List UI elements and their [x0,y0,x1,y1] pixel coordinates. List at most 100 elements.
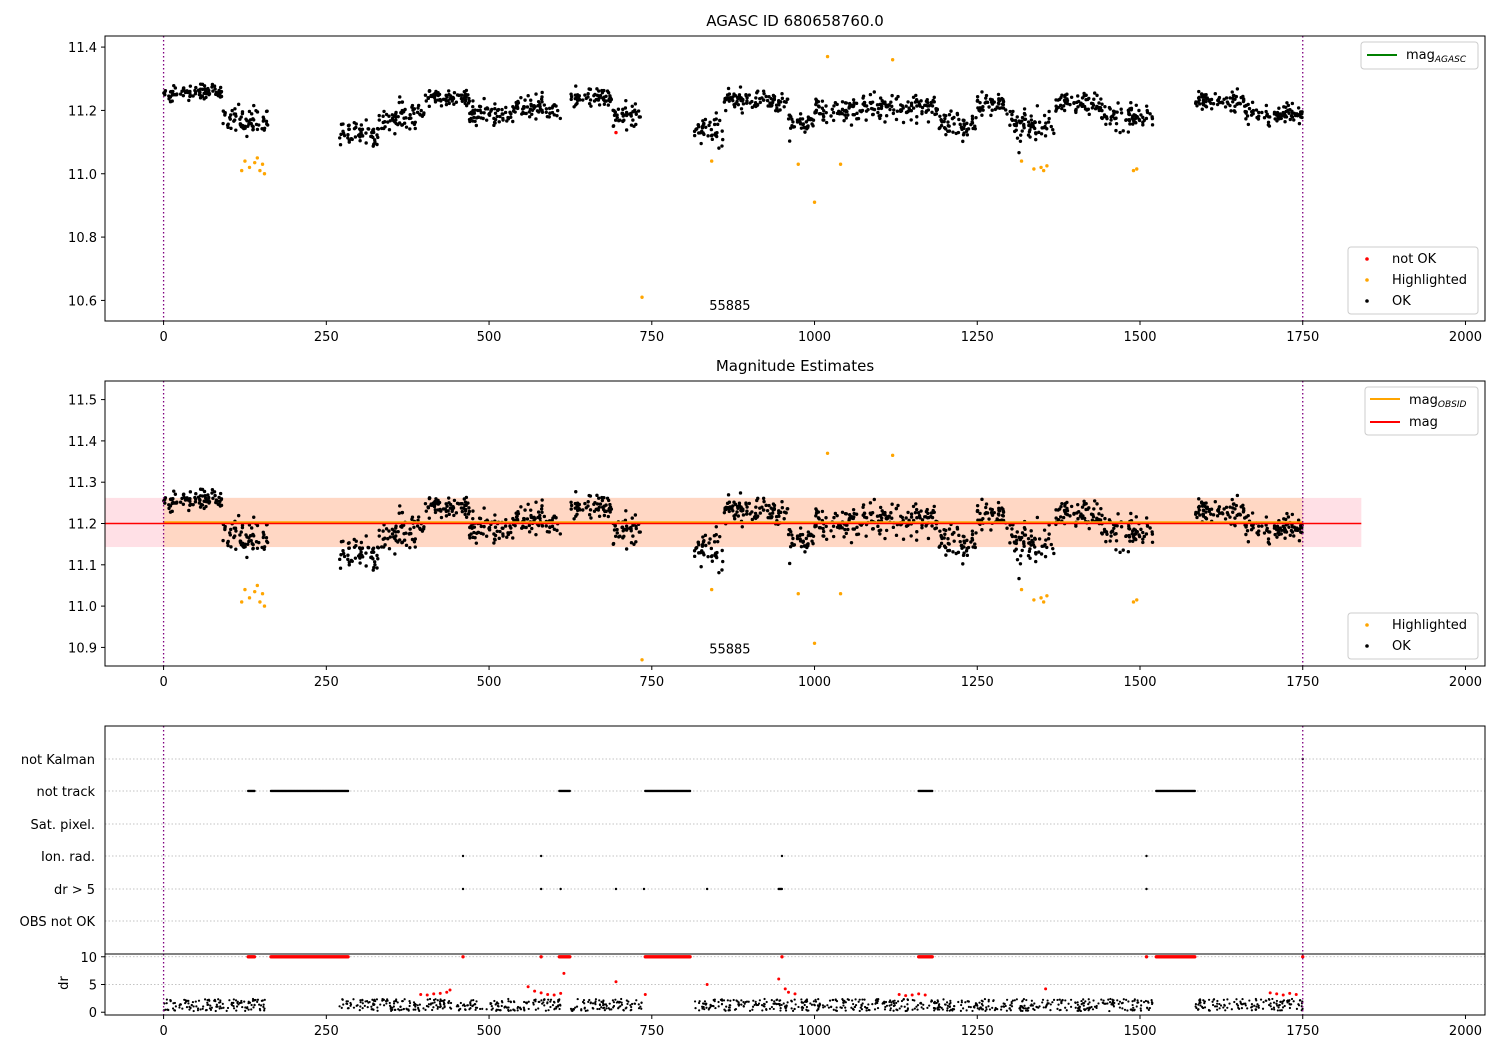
dr-red-point [917,992,921,996]
ok-point [595,502,600,506]
ok-point [997,97,1001,101]
ok-point [821,118,825,122]
x-tick-label: 250 [314,675,339,690]
ok-point [1275,524,1280,529]
dr-point [1246,1007,1249,1010]
ok-point [1092,91,1097,95]
ok-point [1046,537,1051,541]
ok-point [515,514,519,518]
flag-point [461,854,465,858]
ok-point [536,515,540,520]
ok-point [753,514,757,519]
ok-point [892,108,896,112]
ok-point [798,112,803,116]
ok-point [200,487,205,492]
ok-point [466,101,471,105]
ok-point [732,105,737,109]
dr-point [812,1000,815,1003]
ok-point [701,122,706,127]
ok-point [764,503,768,508]
dr-point [978,1001,981,1004]
ok-point [632,542,636,546]
ok-point [747,501,752,506]
ok-point [738,85,743,89]
dr-red-point [910,993,914,997]
ok-point [1228,505,1232,509]
dr-point [201,1007,204,1010]
dr-point [930,999,934,1003]
y-tick-label: 11.1 [68,559,97,574]
dr-point [586,1009,589,1012]
ok-point [701,540,706,544]
dr-point [754,1000,757,1003]
ok-point [1129,511,1133,516]
ok-point [412,107,417,111]
ok-point [814,102,818,107]
dr-point [469,1001,472,1004]
ok-point [724,507,728,512]
ok-point [799,126,804,130]
dr-point [633,1002,636,1005]
ok-point [252,103,256,108]
ok-point [433,510,438,515]
ok-point [1283,530,1287,534]
ok-point [740,525,744,529]
dr-point [509,1000,512,1003]
ok-point [592,502,596,506]
ok-point [1062,98,1067,103]
ok-point [471,109,475,113]
flag-point [253,789,256,793]
ok-point [1026,554,1031,558]
dr-point [582,999,586,1002]
dr-point [860,1004,863,1007]
dr-point [414,1003,417,1006]
ok-point [1144,532,1149,536]
ok-point [791,125,796,129]
ok-point [554,104,558,108]
dr-red-point [559,991,563,995]
ok-point [1049,542,1053,547]
ok-point [1022,544,1026,548]
legend-status: Highlighted OK [1347,612,1479,660]
dr-point [922,1003,925,1006]
ok-point [573,506,577,510]
ok-point [412,525,416,529]
dr-point [1056,998,1059,1002]
dr-point [1097,1002,1100,1005]
dr-point [635,999,638,1002]
flag-point [1145,887,1148,891]
ok-point [1277,114,1281,119]
highlighted-point [1019,587,1024,592]
dr-point [1021,999,1024,1002]
ok-point [188,503,192,507]
dr-point [1289,1003,1292,1006]
ok-point [228,531,232,535]
ok-point [180,89,184,93]
ok-point [1076,105,1080,109]
ok-point [980,497,984,502]
dr-point [1219,1004,1223,1007]
dr-point [802,1001,805,1004]
dr-point [494,1003,497,1006]
ok-point [1033,126,1037,131]
ok-point [1034,137,1038,142]
ok-point [251,127,255,132]
ok-point [810,539,814,543]
ok-point [569,94,574,99]
dr-point [449,1001,453,1005]
dr-point [235,1009,238,1012]
ok-point [728,96,732,100]
dr-point [172,1002,175,1005]
ok-point [1029,114,1033,118]
ok-point [864,516,869,520]
dr-point [850,1006,853,1009]
ok-point [540,504,544,508]
ok-point [1285,511,1289,516]
ok-point [519,95,523,100]
ok-point [943,116,947,121]
dr-point [704,1002,707,1005]
ok-point [1033,131,1038,135]
axes-frame [104,380,1486,667]
dr-point [1095,1004,1098,1008]
ok-point [1246,540,1251,544]
